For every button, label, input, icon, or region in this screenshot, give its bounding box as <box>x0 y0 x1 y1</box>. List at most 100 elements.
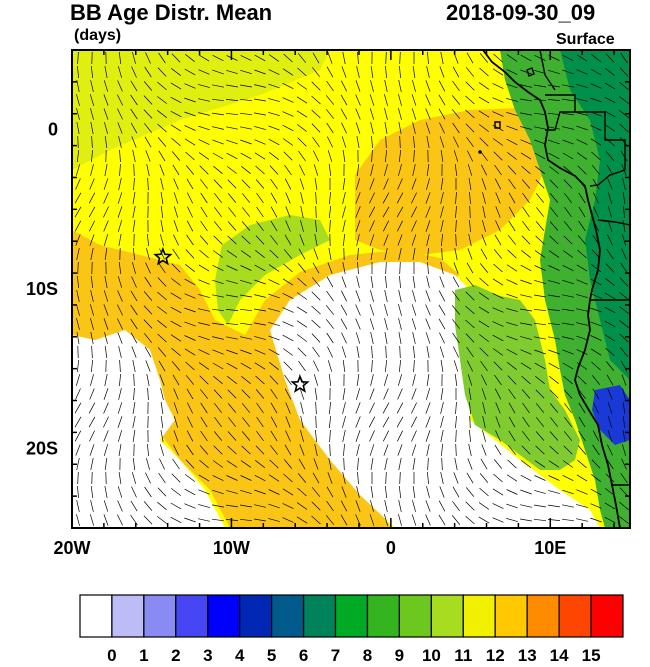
wind-barb <box>494 164 502 176</box>
wind-barb <box>576 322 588 326</box>
wind-barb <box>254 349 266 355</box>
wind-barb <box>536 207 544 217</box>
wind-barb <box>506 83 518 89</box>
wind-barb <box>268 111 280 117</box>
wind-barb <box>172 458 180 470</box>
wind-barb <box>185 361 195 371</box>
wind-barb <box>172 374 180 386</box>
wind-barb <box>340 514 348 526</box>
wind-barb <box>117 122 123 134</box>
wind-barb <box>118 346 122 358</box>
wind-barb <box>255 179 265 189</box>
wind-barb <box>397 234 403 246</box>
wind-barb <box>534 490 546 494</box>
wind-barb <box>562 336 574 340</box>
wind-barb <box>285 192 291 204</box>
wind-barb <box>240 84 252 88</box>
wind-barb <box>478 334 490 342</box>
wind-barb <box>326 80 334 92</box>
wind-barb <box>90 164 94 176</box>
wind-barb <box>368 416 376 428</box>
wind-barb <box>465 109 475 119</box>
wind-barb <box>144 136 152 148</box>
wind-barb <box>170 82 182 90</box>
wind-barb <box>495 416 501 428</box>
wind-barb <box>547 309 561 311</box>
wind-barb <box>158 52 166 64</box>
wind-barb <box>398 359 402 373</box>
wind-barb <box>254 112 266 116</box>
wind-barb <box>90 485 94 499</box>
wind-barb <box>535 235 545 245</box>
wind-barb <box>369 192 375 204</box>
wind-barb <box>185 151 195 161</box>
colorbar-swatch <box>494 594 528 638</box>
wind-barb <box>325 515 335 525</box>
wind-barb <box>285 220 291 232</box>
colorbar-swatch <box>271 594 305 638</box>
wind-barb <box>315 205 317 219</box>
wind-barb <box>384 304 388 316</box>
wind-barb <box>130 318 138 330</box>
wind-barb <box>549 376 559 384</box>
wind-barb <box>341 346 347 358</box>
wind-barb <box>282 488 294 496</box>
wind-barb <box>492 68 504 76</box>
wind-barb <box>384 485 388 499</box>
wind-barb <box>426 346 430 358</box>
wind-barb <box>76 359 80 373</box>
wind-barb <box>520 336 532 340</box>
wind-barb <box>198 98 210 102</box>
wind-barb <box>605 347 615 357</box>
wind-barb <box>453 262 459 274</box>
wind-barb <box>103 416 109 428</box>
wind-barb <box>604 516 616 524</box>
wind-barb <box>313 248 319 260</box>
wind-barb <box>493 361 503 371</box>
wind-barb <box>619 320 629 328</box>
wind-barb <box>369 178 375 190</box>
colorbar: 0 1 2 3 4 5 6 7 8 9 10 11 12 13 14 15 <box>79 594 624 665</box>
wind-barb <box>507 249 517 259</box>
wind-barb <box>619 67 629 77</box>
wind-barb <box>426 164 430 176</box>
wind-barb <box>492 97 504 103</box>
wind-barb <box>89 178 95 190</box>
colorbar-swatch <box>430 594 464 638</box>
wind-barb <box>398 318 402 330</box>
wind-barb <box>550 417 558 427</box>
wind-barb <box>494 234 502 246</box>
wind-barb <box>355 122 361 134</box>
wind-barb <box>225 322 239 326</box>
wind-barb <box>200 430 208 442</box>
wind-barb <box>495 206 501 218</box>
wind-barb <box>547 99 561 101</box>
wind-barb <box>103 290 109 302</box>
wind-barb <box>185 249 195 259</box>
wind-barb <box>284 164 292 176</box>
wind-barb <box>329 219 331 233</box>
wind-barb <box>396 416 404 428</box>
wind-barb <box>146 164 150 176</box>
wind-barb <box>576 335 588 341</box>
wind-barb <box>411 388 417 400</box>
wind-barb <box>425 318 431 330</box>
wind-barb <box>342 192 346 204</box>
wind-barb <box>479 137 489 147</box>
wind-barb <box>132 52 136 64</box>
wind-barb <box>355 430 361 442</box>
wind-barb <box>385 345 387 359</box>
wind-barb <box>494 374 502 386</box>
wind-barb <box>270 206 278 218</box>
wind-barb <box>173 220 179 232</box>
wind-barb <box>227 221 237 231</box>
wind-barb <box>440 472 444 484</box>
wind-barb <box>133 373 135 387</box>
y-tick-label: 20S <box>26 438 58 458</box>
wind-barb <box>494 444 502 456</box>
wind-barb <box>198 152 210 160</box>
wind-barb <box>170 488 182 496</box>
wind-barb <box>576 139 588 145</box>
wind-barb <box>562 460 574 468</box>
wind-barb <box>548 475 560 481</box>
